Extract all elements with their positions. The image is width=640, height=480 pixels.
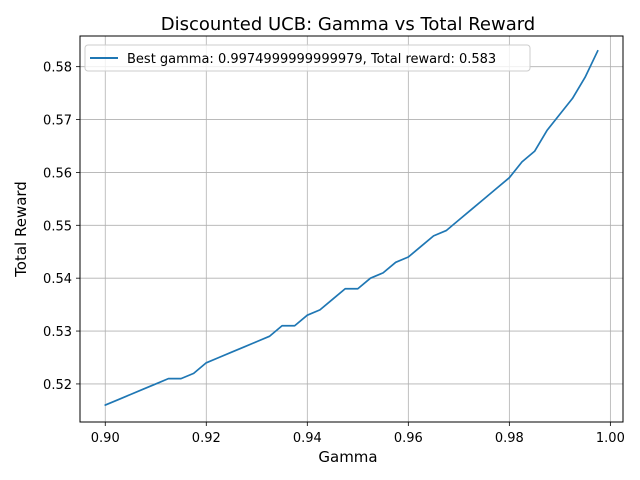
legend-label: Best gamma: 0.9974999999999979, Total re… xyxy=(127,52,496,67)
x-axis-label: Gamma xyxy=(318,448,377,466)
series-layer xyxy=(104,49,599,406)
y-axis-label: Total Reward xyxy=(12,181,30,278)
y-tick-label: 0.52 xyxy=(43,378,72,393)
x-tick-label: 0.94 xyxy=(293,431,322,446)
series-line xyxy=(104,49,599,406)
x-tick-label: 1.00 xyxy=(596,431,625,446)
legend-box xyxy=(84,44,531,72)
x-tick-label: 0.92 xyxy=(192,431,221,446)
y-tick-label: 0.58 xyxy=(43,61,72,76)
plot-frame xyxy=(79,35,624,423)
x-tick-label: 0.90 xyxy=(91,431,120,446)
legend: Best gamma: 0.9974999999999979, Total re… xyxy=(84,44,531,72)
y-tick-label: 0.53 xyxy=(43,325,72,340)
y-tick-label: 0.57 xyxy=(43,114,72,129)
y-tick-label: 0.56 xyxy=(43,166,72,181)
y-tick-label: 0.54 xyxy=(43,272,72,287)
x-tick-label: 0.96 xyxy=(394,431,423,446)
y-tick-label: 0.55 xyxy=(43,219,72,234)
x-tick-label: 0.98 xyxy=(495,431,524,446)
axis-ticks: 0.90 0.92 0.94 0.96 0.98 1.00 0.52 0.53 0.54 0.55… xyxy=(43,61,625,446)
chart-title: Discounted UCB: Gamma vs Total Reward xyxy=(161,14,535,35)
grid-lines xyxy=(80,36,623,422)
